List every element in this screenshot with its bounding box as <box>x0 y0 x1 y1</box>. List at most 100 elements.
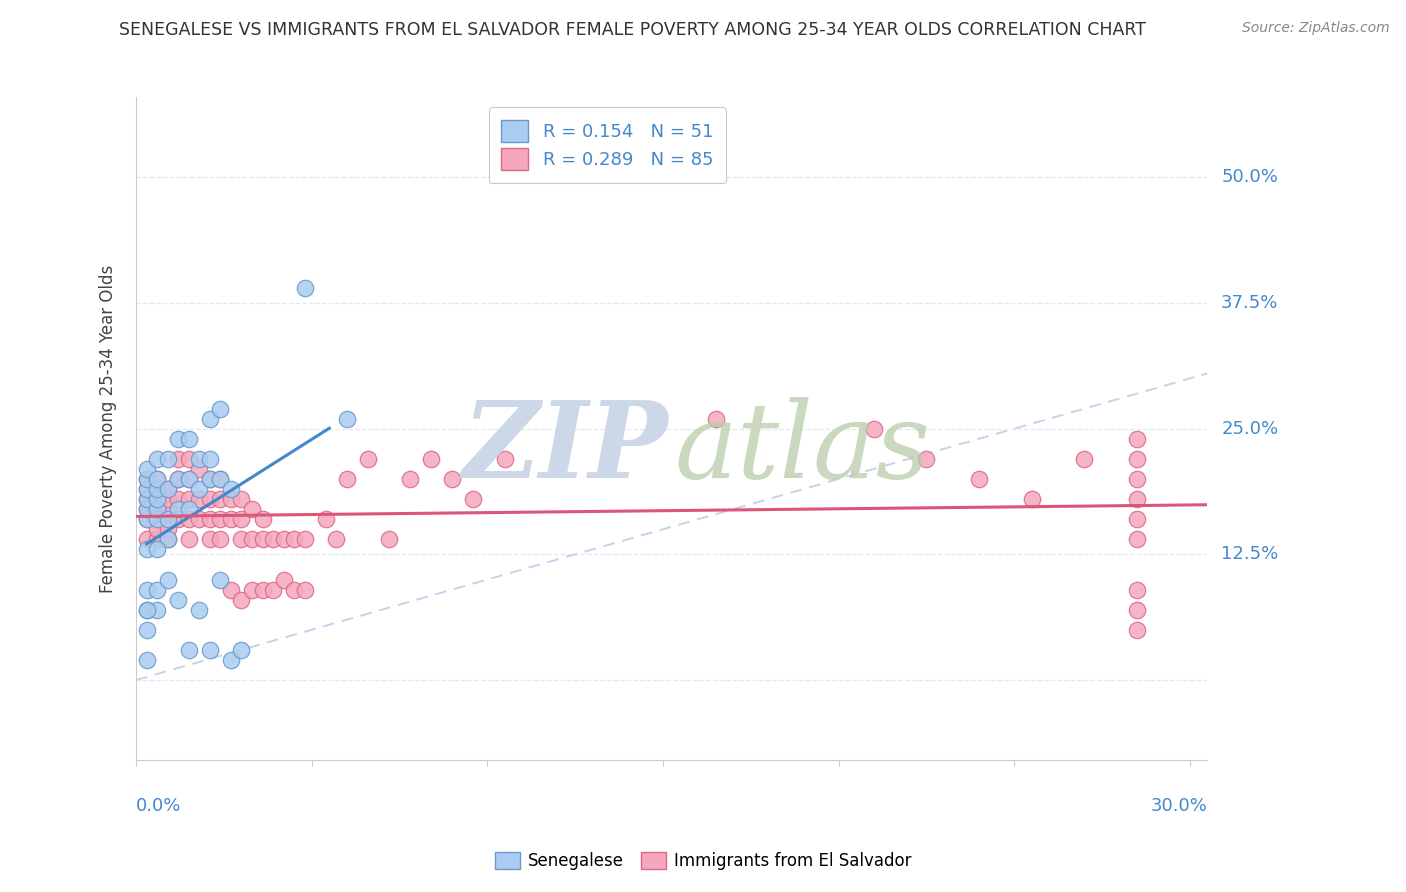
Point <box>146 602 169 616</box>
Text: 50.0%: 50.0% <box>1222 169 1278 186</box>
Point <box>219 582 242 597</box>
Y-axis label: Female Poverty Among 25-34 Year Olds: Female Poverty Among 25-34 Year Olds <box>100 265 117 593</box>
Text: 0.0%: 0.0% <box>136 797 181 814</box>
Point <box>231 643 253 657</box>
Point <box>177 432 200 446</box>
Point <box>146 492 169 507</box>
Point <box>399 472 422 486</box>
Point <box>156 512 179 526</box>
Point <box>252 582 274 597</box>
Point <box>156 522 179 536</box>
Point <box>188 451 211 466</box>
Point <box>188 512 211 526</box>
Point <box>167 472 190 486</box>
Legend: Senegalese, Immigrants from El Salvador: Senegalese, Immigrants from El Salvador <box>488 845 918 877</box>
Point <box>325 533 347 547</box>
Point <box>188 462 211 476</box>
Point <box>231 512 253 526</box>
Point <box>209 512 232 526</box>
Point <box>967 472 990 486</box>
Point <box>209 573 232 587</box>
Point <box>441 472 464 486</box>
Point <box>219 653 242 667</box>
Point <box>156 482 179 496</box>
Point <box>198 451 221 466</box>
Point <box>146 472 169 486</box>
Point <box>177 643 200 657</box>
Point <box>198 512 221 526</box>
Point <box>862 422 884 436</box>
Point <box>209 472 232 486</box>
Point <box>146 492 169 507</box>
Point <box>167 492 190 507</box>
Text: SENEGALESE VS IMMIGRANTS FROM EL SALVADOR FEMALE POVERTY AMONG 25-34 YEAR OLDS C: SENEGALESE VS IMMIGRANTS FROM EL SALVADO… <box>120 21 1146 38</box>
Legend: R = 0.154   N = 51, R = 0.289   N = 85: R = 0.154 N = 51, R = 0.289 N = 85 <box>489 107 725 183</box>
Point <box>156 512 179 526</box>
Point <box>209 492 232 507</box>
Point <box>167 512 190 526</box>
Point <box>156 502 179 516</box>
Point <box>135 502 157 516</box>
Point <box>135 482 157 496</box>
Point <box>177 451 200 466</box>
Point <box>198 411 221 425</box>
Point <box>177 472 200 486</box>
Point <box>135 512 157 526</box>
Point <box>146 502 169 516</box>
Point <box>156 573 179 587</box>
Point <box>219 492 242 507</box>
Point <box>135 602 157 616</box>
Point <box>146 512 169 526</box>
Point <box>378 533 401 547</box>
Point <box>198 472 221 486</box>
Point <box>1126 533 1149 547</box>
Point <box>198 492 221 507</box>
Point <box>209 401 232 416</box>
Point <box>209 533 232 547</box>
Point <box>167 502 190 516</box>
Point <box>1126 602 1149 616</box>
Point <box>188 482 211 496</box>
Point <box>262 533 284 547</box>
Point <box>231 492 253 507</box>
Point <box>135 502 157 516</box>
Point <box>273 573 295 587</box>
Point <box>146 482 169 496</box>
Point <box>704 411 727 425</box>
Point <box>463 492 485 507</box>
Point <box>273 533 295 547</box>
Point <box>156 492 179 507</box>
Point <box>167 472 190 486</box>
Point <box>240 502 263 516</box>
Point <box>283 582 305 597</box>
Point <box>135 512 157 526</box>
Point <box>494 451 516 466</box>
Point <box>146 472 169 486</box>
Point <box>1073 451 1095 466</box>
Point <box>146 512 169 526</box>
Point <box>135 482 157 496</box>
Point <box>188 602 211 616</box>
Point <box>135 542 157 557</box>
Point <box>198 472 221 486</box>
Point <box>252 533 274 547</box>
Point <box>1126 512 1149 526</box>
Point <box>167 592 190 607</box>
Point <box>135 492 157 507</box>
Point <box>146 542 169 557</box>
Point <box>231 533 253 547</box>
Point <box>357 451 380 466</box>
Point <box>135 582 157 597</box>
Point <box>146 522 169 536</box>
Point <box>336 411 359 425</box>
Point <box>219 482 242 496</box>
Point <box>156 482 179 496</box>
Point <box>294 281 316 295</box>
Point <box>1126 623 1149 637</box>
Point <box>262 582 284 597</box>
Point <box>1126 492 1149 507</box>
Text: 30.0%: 30.0% <box>1150 797 1208 814</box>
Text: 25.0%: 25.0% <box>1222 420 1278 438</box>
Text: ZIP: ZIP <box>463 397 668 500</box>
Point <box>188 492 211 507</box>
